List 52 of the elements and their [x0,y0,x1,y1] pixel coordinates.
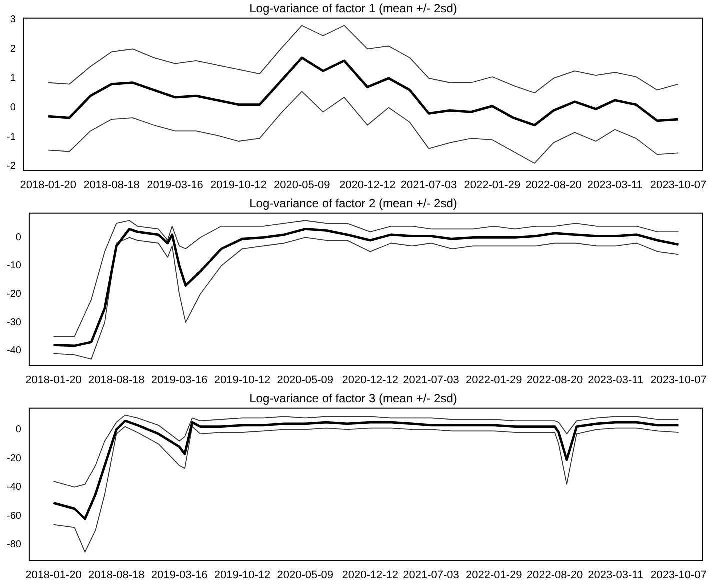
y-tick-label: 0 [10,102,16,114]
x-tick-label: 2022-08-20 [526,569,584,582]
x-tick-label: 2021-07-03 [403,374,460,386]
x-tick-label: 2020-12-12 [342,374,399,386]
x-tick-label: 2022-01-29 [464,179,521,192]
x-tick-label: 2023-03-11 [588,569,644,582]
x-tick-label: 2023-03-11 [588,374,644,386]
x-tick-label: 2018-01-20 [26,374,82,386]
x-tick-label: 2020-12-12 [342,569,399,582]
x-tick-label: 2023-03-11 [587,179,643,192]
x-tick-label: 2019-03-16 [151,569,208,582]
y-tick-label: -80 [7,540,22,551]
y-tick-label: -30 [7,317,22,328]
x-tick-label: 2020-05-09 [277,374,334,386]
x-tick-label: 2019-03-16 [151,374,208,386]
x-tick-label: 2021-07-03 [400,179,458,192]
y-tick-label: -40 [7,346,22,357]
y-tick-label: 2 [10,44,16,55]
y-tick-label: -1 [6,132,16,143]
y-tick-label: 3 [10,14,16,26]
x-tick-label: 2019-10-12 [214,569,271,582]
x-tick-label: 2019-03-16 [147,179,204,192]
y-tick-label: 0 [16,232,22,244]
x-tick-label: 2022-08-20 [526,179,582,192]
x-tick-label: 2022-01-29 [466,374,522,386]
x-tick-label: 2019-10-12 [214,374,271,386]
x-tick-label: 2018-08-18 [88,374,145,386]
chart-title: Log-variance of factor 3 (mean +/- 2sd) [250,392,458,406]
x-tick-label: 2018-08-18 [88,569,145,582]
x-tick-label: 2020-05-09 [277,569,334,582]
x-tick-label: 2018-08-18 [84,179,140,192]
chart-title: Log-variance of factor 1 (mean +/- 2sd) [250,2,458,16]
x-tick-label: 2020-12-12 [340,179,396,192]
y-tick-label: -40 [7,482,22,494]
chart-title: Log-variance of factor 2 (mean +/- 2sd) [250,196,458,211]
x-tick-label: 2020-05-09 [274,179,330,192]
y-tick-label: -60 [7,510,22,522]
y-tick-label: -20 [7,453,22,464]
x-tick-label: 2018-01-20 [26,569,82,582]
y-tick-label: -20 [7,289,22,300]
x-tick-label: 2018-01-20 [20,179,76,192]
y-tick-label: -2 [6,161,16,172]
x-tick-label: 2022-08-20 [526,374,584,386]
x-tick-label: 2023-10-07 [650,179,707,192]
x-tick-label: 2022-01-29 [466,569,522,582]
y-tick-label: -10 [7,260,22,272]
y-tick-label: 0 [16,424,22,436]
y-tick-label: 1 [10,73,16,84]
x-tick-label: 2021-07-03 [403,569,460,582]
x-tick-label: 2019-10-12 [210,179,267,192]
x-tick-label: 2023-10-07 [650,569,707,582]
x-tick-label: 2023-10-07 [650,374,707,386]
